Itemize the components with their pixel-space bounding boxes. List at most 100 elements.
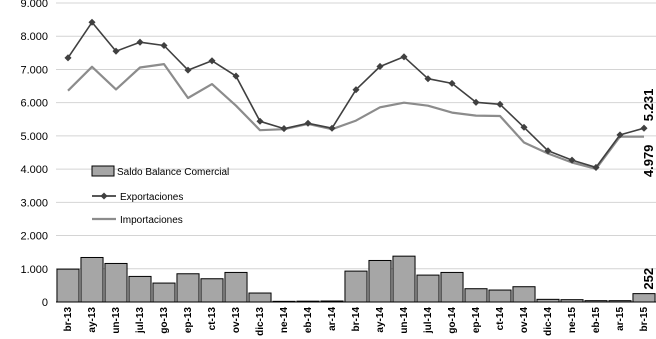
bar-saldo	[152, 282, 176, 303]
y-tick-label: 7.000	[20, 64, 48, 76]
y-tick-label: 5.000	[20, 131, 48, 143]
line-exportaciones	[67, 21, 645, 169]
point-exportaciones	[616, 131, 624, 139]
point-exportaciones	[544, 147, 552, 155]
legend-label-saldo: Saldo Balance Comercial	[117, 167, 229, 178]
y-tick-label: 3.000	[20, 197, 48, 209]
x-tick-label: eb-15	[591, 307, 602, 334]
point-exportaciones	[592, 163, 600, 171]
legend-label-exportaciones: Exportaciones	[120, 192, 183, 203]
bar-saldo	[56, 268, 80, 303]
series-lines	[64, 18, 648, 171]
bar-saldo	[608, 300, 632, 303]
point-exportaciones	[568, 156, 576, 164]
legend: Saldo Balance Comercial Exportaciones Im…	[91, 165, 229, 226]
end-labels: 5.231 4.979 252	[641, 89, 656, 290]
x-tick-label: dic-14	[543, 307, 554, 336]
y-tick-label: 2.000	[20, 231, 48, 243]
point-exportaciones	[496, 100, 504, 108]
bar-saldo	[632, 293, 656, 303]
legend-label-importaciones: Importaciones	[120, 215, 183, 226]
bar-saldo	[344, 270, 368, 303]
bar-saldo	[560, 299, 584, 303]
end-label-exportaciones: 5.231	[641, 89, 656, 122]
x-tick-label: dic-13	[255, 307, 266, 336]
y-tick-label: 1.000	[20, 264, 48, 276]
point-exportaciones	[448, 79, 456, 87]
gridlines	[56, 2, 656, 303]
bar-saldo	[128, 275, 152, 303]
bar-saldo	[416, 274, 440, 303]
x-tick-label: go-13	[159, 307, 170, 334]
bar-saldo	[488, 289, 512, 303]
x-tick-label: ov-13	[231, 307, 242, 334]
point-exportaciones	[280, 125, 288, 133]
x-tick-label: ar-14	[327, 307, 338, 331]
bar-saldo	[536, 298, 560, 303]
bar-saldo	[584, 300, 608, 303]
x-tick-label: br-13	[63, 307, 74, 332]
x-tick-label: jul-13	[135, 307, 146, 335]
point-exportaciones	[184, 66, 192, 74]
x-tick-label: br-14	[351, 307, 362, 332]
point-exportaciones	[328, 124, 336, 132]
point-exportaciones	[520, 123, 528, 131]
x-tick-label: ar-15	[615, 307, 626, 331]
x-tick-label: un-13	[111, 307, 122, 334]
point-exportaciones	[424, 75, 432, 83]
y-tick-label: 9.000	[20, 0, 48, 10]
point-exportaciones	[232, 72, 240, 80]
x-tick-label: ay-14	[375, 307, 386, 333]
point-exportaciones	[640, 124, 648, 132]
x-tick-label: ct-13	[207, 307, 218, 331]
bar-saldo	[464, 288, 488, 303]
y-tick-label: 6.000	[20, 98, 48, 110]
point-exportaciones	[160, 41, 168, 50]
x-tick-label: go-14	[447, 307, 458, 334]
y-axis: 0 1.000 2.000 3.000 4.000 5.000 6.000 7.000 8.00…	[20, 0, 48, 309]
bar-saldo	[272, 300, 296, 303]
x-tick-label: br-15	[639, 307, 650, 332]
point-exportaciones	[208, 57, 216, 65]
end-label-saldo: 252	[641, 268, 656, 290]
point-exportaciones	[136, 38, 144, 46]
point-exportaciones	[304, 119, 312, 127]
x-tick-label: ep-13	[183, 307, 194, 334]
bars-saldo	[56, 255, 656, 303]
x-tick-label: ne-15	[567, 307, 578, 334]
bar-saldo	[80, 256, 104, 303]
point-exportaciones	[472, 98, 480, 106]
bar-saldo	[248, 292, 272, 303]
bar-saldo	[296, 300, 320, 303]
x-tick-label: ay-13	[87, 307, 98, 333]
bar-saldo	[368, 259, 392, 303]
bar-saldo	[224, 271, 248, 303]
x-axis: br-13 ay-13 un-13 jul-13 go-13 ep-13 ct-13 ov-1…	[63, 307, 650, 336]
point-exportaciones	[352, 86, 360, 94]
bar-saldo	[392, 255, 416, 303]
bar-saldo	[176, 273, 200, 303]
y-tick-label: 4.000	[20, 164, 48, 176]
x-tick-label: eb-14	[303, 307, 314, 334]
x-tick-label: ep-14	[471, 307, 482, 334]
x-tick-label: un-14	[399, 307, 410, 334]
x-tick-label: ne-14	[279, 307, 290, 334]
point-exportaciones	[376, 62, 384, 70]
point-exportaciones	[256, 117, 264, 125]
line-importaciones	[67, 62, 644, 170]
x-tick-label: ov-14	[519, 307, 530, 334]
x-tick-label: ct-14	[495, 307, 506, 331]
legend-marker-exportaciones	[100, 192, 108, 200]
x-tick-label: jul-14	[423, 307, 434, 335]
bar-saldo	[320, 300, 344, 303]
bar-saldo	[104, 262, 128, 303]
end-label-importaciones: 4.979	[641, 145, 656, 178]
y-tick-label: 8.000	[20, 31, 48, 43]
legend-swatch-saldo	[91, 165, 115, 177]
bar-saldo	[512, 286, 536, 303]
y-tick-label: 0	[42, 297, 48, 309]
bar-saldo	[200, 278, 224, 303]
bar-saldo	[440, 271, 464, 303]
point-exportaciones	[400, 53, 408, 61]
